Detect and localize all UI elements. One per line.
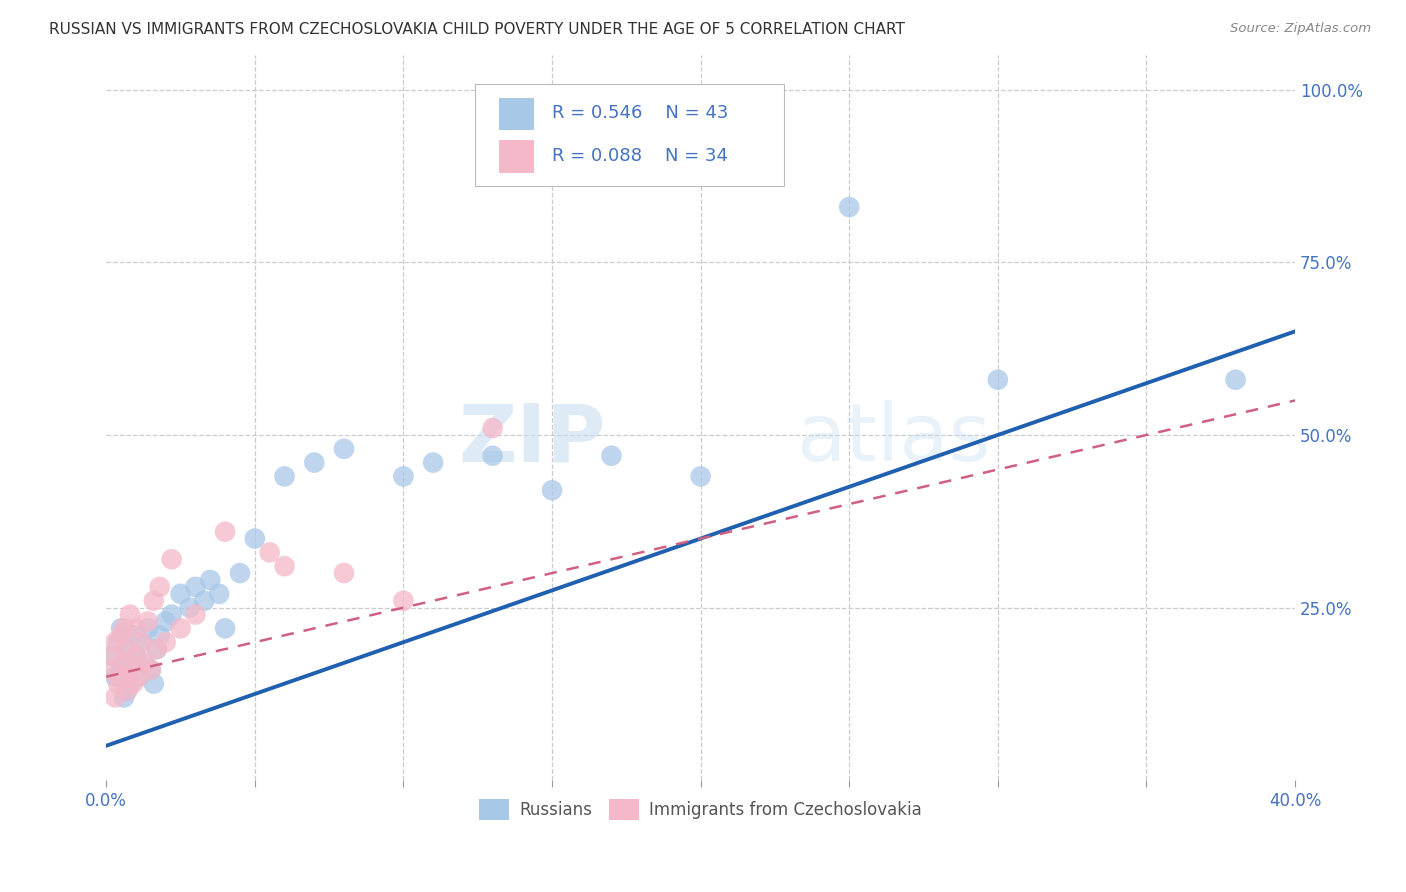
Point [689,469,711,483]
Text: Source: ZipAtlas.com: Source: ZipAtlas.com [1230,22,1371,36]
Point [160,552,183,566]
Point [481,449,503,463]
Point [104,635,127,649]
Point [131,635,153,649]
Point [229,566,252,581]
Point [110,663,132,677]
Text: R = 0.546    N = 43: R = 0.546 N = 43 [553,104,728,122]
Point [333,442,356,456]
Point [110,670,132,684]
Point [149,580,172,594]
Point [184,607,207,622]
Point [128,670,150,684]
Point [115,683,138,698]
Point [118,663,141,677]
Point [115,683,138,698]
Point [184,580,207,594]
Point [214,524,236,539]
Point [122,628,145,642]
Point [160,607,183,622]
Point [200,573,222,587]
Point [115,642,138,657]
Point [987,373,1010,387]
Point [600,449,623,463]
Point [259,545,281,559]
Text: RUSSIAN VS IMMIGRANTS FROM CZECHOSLOVAKIA CHILD POVERTY UNDER THE AGE OF 5 CORRE: RUSSIAN VS IMMIGRANTS FROM CZECHOSLOVAKI… [49,22,905,37]
Point [107,676,129,690]
Point [118,607,141,622]
Bar [499,97,534,130]
Point [136,615,159,629]
Point [155,615,177,629]
Point [481,421,503,435]
Point [112,690,135,705]
Point [139,663,162,677]
Point [125,648,148,663]
Bar [499,140,534,173]
Point [838,200,860,214]
Point [122,676,145,690]
Text: ZIP: ZIP [458,401,606,478]
Point [125,648,148,663]
Text: R = 0.088    N = 34: R = 0.088 N = 34 [553,146,728,165]
Point [169,587,191,601]
Point [104,690,127,705]
Point [145,642,167,657]
Point [134,656,156,670]
Point [101,648,124,663]
Legend: Russians, Immigrants from Czechoslovakia: Russians, Immigrants from Czechoslovakia [472,793,928,826]
Point [214,621,236,635]
Point [1225,373,1247,387]
Point [115,642,138,657]
Point [243,532,266,546]
Point [139,663,162,677]
Point [304,456,326,470]
Point [128,670,150,684]
Point [392,593,415,607]
Point [169,621,191,635]
Point [422,456,444,470]
Point [134,656,156,670]
Point [101,648,124,663]
Text: atlas: atlas [796,401,990,478]
Point [131,635,153,649]
Point [179,600,201,615]
Point [98,663,121,677]
Point [273,469,295,483]
Point [142,593,165,607]
Point [136,621,159,635]
Point [208,587,231,601]
Point [118,676,141,690]
Point [541,483,564,498]
Point [110,628,132,642]
Point [273,559,295,574]
Point [125,621,148,635]
Point [142,676,165,690]
Point [112,656,135,670]
Point [333,566,356,581]
Point [149,628,172,642]
Point [193,593,215,607]
Point [112,621,135,635]
Point [112,656,135,670]
Point [104,670,127,684]
Point [155,635,177,649]
Point [110,621,132,635]
Point [145,642,167,657]
Point [107,635,129,649]
Point [392,469,415,483]
FancyBboxPatch shape [475,84,783,186]
